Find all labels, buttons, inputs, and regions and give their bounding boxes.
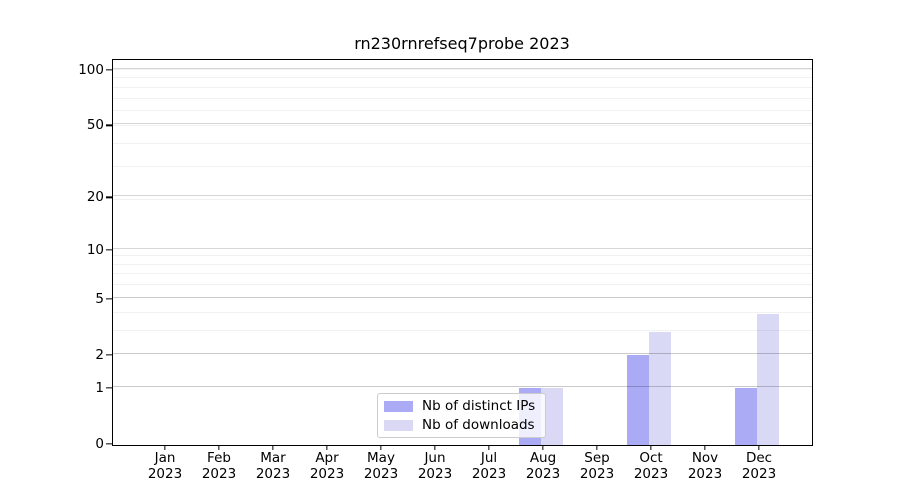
x-tick-label: Mar 2023 <box>233 450 313 482</box>
bars-layer <box>113 60 812 445</box>
x-tick-label: Aug 2023 <box>503 450 583 482</box>
legend: Nb of distinct IPs Nb of downloads <box>377 393 546 438</box>
x-axis-tick <box>218 445 220 450</box>
x-tick-label-line: Jun <box>424 450 446 466</box>
x-axis-tick <box>272 445 274 450</box>
y-tick-label: 100 <box>78 62 104 78</box>
y-tick-label: 1 <box>95 379 104 396</box>
x-tick-label: Dec 2023 <box>719 450 799 482</box>
x-tick-label-line: Apr <box>315 450 339 466</box>
bar-distinct-ips <box>735 388 757 445</box>
bar-downloads <box>541 388 563 445</box>
x-tick-label-line: Jan <box>154 450 176 466</box>
x-tick-label-line: 2023 <box>741 465 777 482</box>
x-tick-label-line: Oct <box>639 450 663 466</box>
x-axis-tick <box>488 445 490 450</box>
bar-downloads <box>757 314 779 445</box>
bar-downloads <box>649 332 671 445</box>
x-tick-label-line: 2023 <box>309 465 345 482</box>
x-tick-label: Nov 2023 <box>665 450 745 482</box>
x-axis-tick <box>380 445 382 450</box>
y-axis-tick <box>106 387 112 389</box>
x-tick-label-line: 2023 <box>363 465 399 482</box>
x-tick-label: Oct 2023 <box>611 450 691 482</box>
y-tick-label: 2 <box>95 346 104 363</box>
x-axis-tick <box>650 445 652 450</box>
x-tick-label-line: 2023 <box>201 465 237 482</box>
x-axis-tick <box>758 445 760 450</box>
y-axis-tick <box>106 249 112 251</box>
y-axis-tick <box>106 298 112 300</box>
x-tick-label-line: Sep <box>584 450 610 466</box>
x-axis-tick <box>542 445 544 450</box>
x-tick-label-line: 2023 <box>255 465 291 482</box>
x-tick-label-line: Aug <box>529 450 557 466</box>
x-axis-tick <box>164 445 166 450</box>
x-axis-tick <box>434 445 436 450</box>
legend-swatch-distinct-ips <box>384 400 413 412</box>
y-axis-tick <box>106 196 112 198</box>
x-tick-label-line: 2023 <box>417 465 453 482</box>
x-tick-label-line: 2023 <box>633 465 669 482</box>
x-tick-label-line: 2023 <box>525 465 561 482</box>
x-tick-label-line: Jul <box>480 450 498 466</box>
x-tick-label-line: Nov <box>691 450 719 466</box>
x-tick-label-line: 2023 <box>471 465 507 482</box>
legend-swatch-downloads <box>384 419 413 431</box>
x-tick-label: Jun 2023 <box>395 450 475 482</box>
x-tick-label-line: 2023 <box>687 465 723 482</box>
y-tick-label: 50 <box>86 117 104 134</box>
x-tick-label: May 2023 <box>341 450 421 482</box>
y-axis-tick <box>106 69 112 71</box>
x-axis-tick <box>596 445 598 450</box>
x-tick-label-line: Dec <box>745 450 773 466</box>
y-axis-tick <box>106 124 112 127</box>
legend-label-distinct-ips: Nb of distinct IPs <box>422 397 536 414</box>
x-tick-label: Feb 2023 <box>179 450 259 482</box>
x-tick-label-line: May <box>367 450 395 466</box>
legend-item-distinct-ips: Nb of distinct IPs <box>384 398 545 415</box>
x-tick-label: Jan 2023 <box>125 450 205 482</box>
x-axis-tick <box>704 445 706 450</box>
x-tick-label-line: 2023 <box>579 465 615 482</box>
plot-area <box>111 58 813 446</box>
y-tick-label: 10 <box>86 241 104 258</box>
x-tick-label: Apr 2023 <box>287 450 367 482</box>
y-tick-label: 5 <box>95 290 104 307</box>
x-tick-label-line: Mar <box>260 450 286 466</box>
bar-distinct-ips <box>627 355 649 445</box>
y-axis-tick <box>106 443 112 445</box>
legend-label-downloads: Nb of downloads <box>422 416 535 433</box>
x-tick-label: Jul 2023 <box>449 450 529 482</box>
x-tick-label-line: 2023 <box>147 465 183 482</box>
y-tick-label: 20 <box>86 189 104 206</box>
x-axis-tick <box>326 445 328 450</box>
chart-title: rn230rnrefseq7probe 2023 <box>354 34 570 53</box>
y-axis-tick <box>106 354 112 356</box>
y-tick-label: 0 <box>95 436 104 452</box>
legend-item-downloads: Nb of downloads <box>384 417 545 434</box>
x-tick-label: Sep 2023 <box>557 450 637 482</box>
x-tick-label-line: Feb <box>207 450 231 466</box>
